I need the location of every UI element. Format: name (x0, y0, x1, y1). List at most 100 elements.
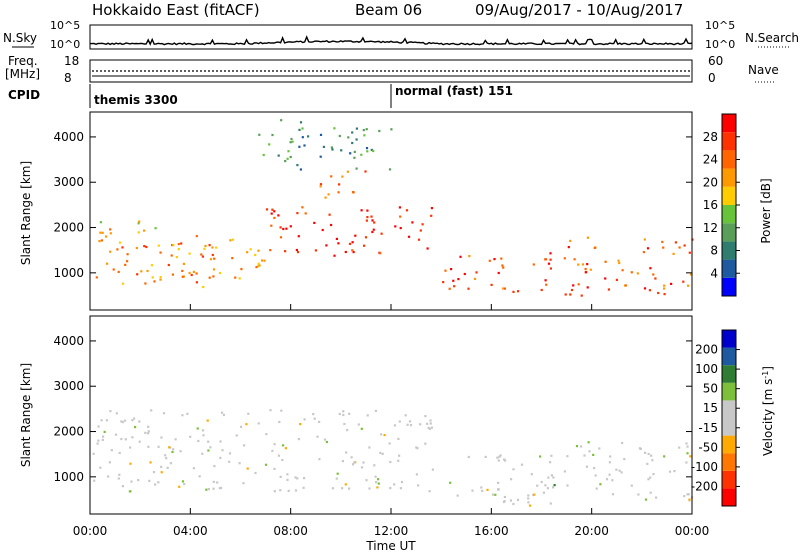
heatmap-cell (498, 455, 501, 458)
heatmap-cell (569, 239, 572, 242)
heatmap-cell (467, 287, 470, 290)
heatmap-cell (527, 494, 530, 497)
heatmap-cell (618, 261, 621, 265)
heatmap-cell (388, 168, 392, 171)
heatmap-cell (593, 467, 596, 470)
heatmap-cell (509, 499, 512, 502)
heatmap-cell (262, 153, 265, 157)
heatmap-cell (586, 263, 589, 266)
velocity-frame (89, 315, 693, 515)
heatmap-cell (431, 468, 434, 471)
heatmap-cell (417, 238, 421, 241)
heatmap-cell (207, 488, 210, 491)
heatmap-cell (388, 442, 391, 445)
heatmap-cell (639, 447, 642, 450)
heatmap-cell (668, 470, 672, 473)
heatmap-cell (364, 236, 368, 239)
heatmap-cell (512, 502, 515, 506)
heatmap-cell (245, 423, 248, 426)
heatmap-cell (258, 264, 261, 267)
heatmap-cell (599, 483, 602, 486)
heatmap-cell (303, 418, 306, 421)
heatmap-cell (240, 425, 243, 428)
nsky-panel: N.Sky 10^5 10^0 10^5 10^0 N.Search (3, 19, 799, 51)
heatmap-cell (366, 209, 369, 212)
heatmap-cell (273, 210, 276, 213)
heatmap-cell (504, 459, 507, 462)
heatmap-cell (121, 246, 124, 249)
heatmap-cell (206, 419, 209, 422)
heatmap-cell (646, 462, 649, 465)
heatmap-cell (280, 409, 283, 412)
heatmap-cell (363, 134, 366, 137)
heatmap-cell (321, 228, 324, 232)
heatmap-cell (592, 453, 595, 456)
x-axis-label: Time UT (365, 539, 416, 553)
chart-title: Hokkaido East (fitACF) (92, 1, 260, 19)
heatmap-cell (319, 185, 322, 188)
heatmap-cell (152, 471, 156, 474)
heatmap-cell (126, 253, 129, 256)
heatmap-cell (110, 449, 113, 452)
heatmap-cell (249, 248, 252, 251)
heatmap-cell (646, 247, 650, 250)
colorbar-tick-label: 20 (703, 175, 718, 189)
heatmap-cell (430, 426, 433, 429)
heatmap-cell (169, 462, 172, 465)
heatmap-cell (291, 140, 294, 143)
heatmap-cell (160, 465, 163, 468)
heatmap-cell (143, 245, 146, 248)
heatmap-cell (547, 476, 550, 479)
heatmap-cell (365, 128, 368, 131)
heatmap-cell (337, 191, 340, 194)
heatmap-cell (373, 221, 376, 224)
heatmap-cell (672, 252, 675, 255)
heatmap-cell (211, 253, 214, 257)
heatmap-cell (159, 251, 162, 254)
heatmap-cell (137, 231, 140, 234)
heatmap-cell (167, 263, 170, 267)
heatmap-cell (296, 477, 299, 480)
heatmap-cell (567, 246, 570, 249)
heatmap-cell (377, 482, 380, 485)
y-tick-label: 2000 (53, 425, 84, 439)
heatmap-cell (549, 267, 552, 270)
heatmap-cell (346, 429, 349, 432)
heatmap-cell (453, 285, 456, 288)
heatmap-cell (234, 276, 237, 279)
colorbar-frame (721, 329, 737, 507)
heatmap-cell (366, 216, 369, 219)
colorbar-segment (722, 205, 736, 224)
heatmap-cell (406, 423, 409, 426)
heatmap-cell (109, 232, 112, 235)
power-y-label: Slant Range [km] (19, 161, 33, 265)
power-colorbar-label: Power [dB] (759, 178, 773, 243)
y-tick-label: 3000 (53, 379, 84, 393)
heatmap-cell (502, 287, 505, 290)
heatmap-cell (349, 152, 352, 155)
nave-tick-bottom: 0 (708, 71, 716, 85)
heatmap-cell (400, 480, 404, 484)
heatmap-cell (134, 426, 137, 429)
heatmap-cell (545, 283, 548, 286)
heatmap-cell (297, 235, 300, 238)
heatmap-cell (389, 460, 392, 464)
heatmap-cell (342, 413, 345, 417)
heatmap-cell (99, 221, 102, 224)
heatmap-cell (607, 288, 610, 291)
heatmap-cell (608, 473, 611, 476)
heatmap-cell (368, 446, 371, 449)
heatmap-cell (277, 454, 280, 457)
heatmap-cell (673, 470, 676, 473)
heatmap-cell (299, 168, 302, 171)
heatmap-cell (688, 251, 691, 254)
heatmap-cell (585, 465, 588, 468)
heatmap-cell (544, 279, 547, 282)
heatmap-cell (200, 253, 203, 256)
heatmap-cell (333, 127, 336, 130)
heatmap-cell (393, 483, 396, 486)
freq-frame (89, 59, 693, 83)
heatmap-cell (338, 134, 341, 138)
heatmap-cell (147, 430, 150, 433)
colorbar-segment (722, 453, 736, 471)
